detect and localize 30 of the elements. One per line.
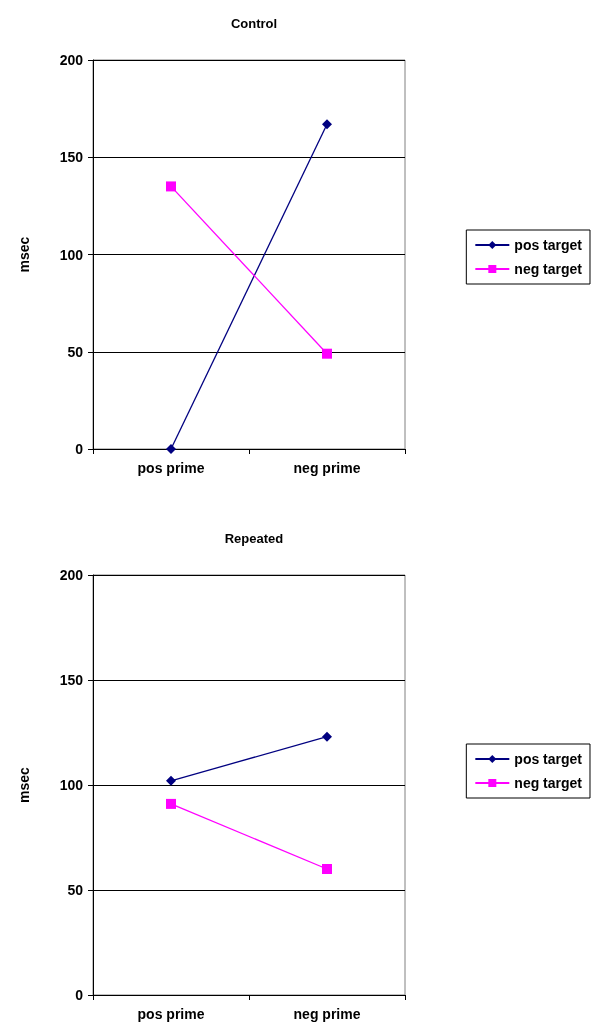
y-tick-label: 150 [59,149,84,166]
legend-label: pos target [514,751,583,767]
y-tick-label: 200 [59,52,84,68]
point [166,181,176,192]
point [322,119,332,130]
legend-label: neg target [514,775,583,791]
x-tick-label: pos prime [137,460,205,476]
y-tick-label: 0 [75,987,84,1003]
y-tick-label: 100 [59,777,84,793]
point [166,444,176,454]
y-tick-label: 50 [67,882,84,898]
legend-label: neg target [514,261,583,277]
y-tick-label: 200 [59,567,84,583]
point [322,864,332,874]
point [166,775,176,786]
y-axis-title: msec [16,766,32,803]
y-tick-label: 100 [59,246,84,263]
point [166,798,176,809]
x-tick-label: pos prime [137,1006,205,1022]
x-tick-label: neg prime [293,460,361,476]
x-tick-label: neg prime [293,1006,361,1022]
point [322,731,332,742]
chart-title: Repeated [224,531,284,546]
y-tick-label: 150 [59,672,84,688]
legend-label: pos target [514,237,583,253]
y-axis-title: msec [16,236,32,273]
chart-title: Control [230,16,278,31]
y-tick-label: 50 [67,343,84,360]
point [322,348,332,359]
y-tick-label: 0 [75,441,84,457]
